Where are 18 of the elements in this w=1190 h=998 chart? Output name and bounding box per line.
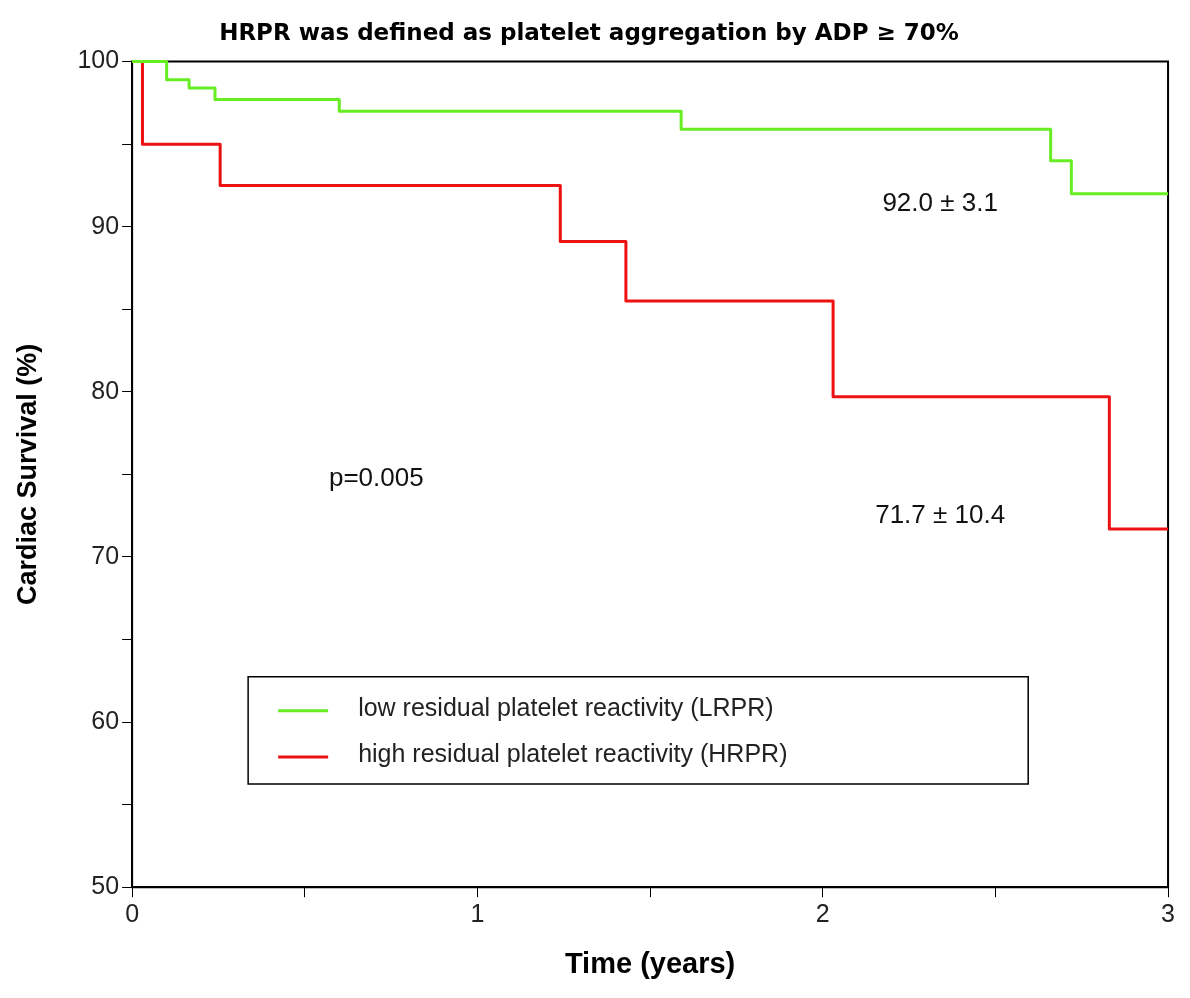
x-axis-title: Time (years) xyxy=(564,946,736,979)
y-tick-label: 70 xyxy=(91,540,120,569)
x-tick-label: 2 xyxy=(815,899,830,928)
x-tick-label: 0 xyxy=(125,899,140,928)
y-tick-label: 100 xyxy=(77,45,120,74)
legend-label: high residual platelet reactivity (HRPR) xyxy=(358,738,788,767)
x-tick-label: 3 xyxy=(1161,899,1175,928)
y-tick-label: 50 xyxy=(91,871,120,900)
annotation: 92.0 ± 3.1 xyxy=(882,186,998,217)
x-tick-label: 1 xyxy=(470,899,485,928)
y-tick-label: 90 xyxy=(91,210,120,239)
annotation: p=0.005 xyxy=(328,461,424,492)
annotation: 71.7 ± 10.4 xyxy=(875,498,1006,529)
y-axis-title: Cardiac Survival (%) xyxy=(11,343,42,605)
y-tick-label: 80 xyxy=(91,375,120,404)
legend-label: low residual platelet reactivity (LRPR) xyxy=(358,692,774,721)
chart-title: HRPR was defined as platelet aggregation by ADP ≥ 70% xyxy=(219,18,959,45)
y-tick-label: 60 xyxy=(91,705,120,734)
